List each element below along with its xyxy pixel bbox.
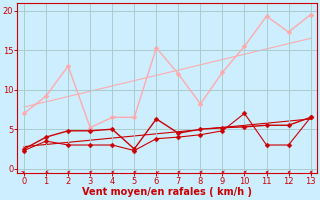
X-axis label: Vent moyen/en rafales ( km/h ): Vent moyen/en rafales ( km/h ) [82, 187, 252, 197]
